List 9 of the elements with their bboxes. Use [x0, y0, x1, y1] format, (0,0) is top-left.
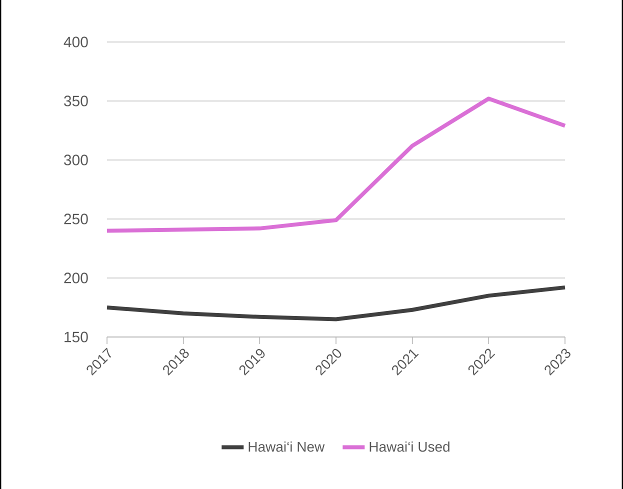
- y-tick-label: 250: [64, 214, 88, 224]
- y-tick-label: 350: [64, 96, 88, 106]
- line-series: [105, 285, 567, 322]
- legend-label: Hawai‘i New: [248, 441, 325, 452]
- legend-label: Hawai‘i Used: [370, 441, 450, 452]
- y-tick-label: 200: [64, 272, 88, 284]
- y-tick-label: 150: [64, 332, 88, 342]
- y-tick-label: 300: [64, 154, 88, 166]
- y-tick-label: 400: [64, 36, 88, 48]
